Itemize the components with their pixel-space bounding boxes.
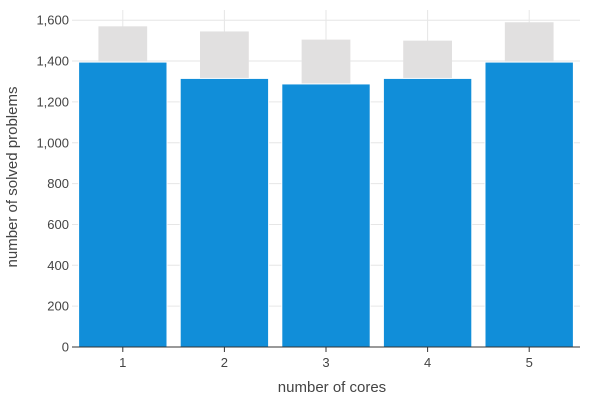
y-tick-label: 400 [47,258,69,273]
y-tick-label: 0 [62,340,69,355]
bar-front [281,83,371,348]
bar-front [484,61,574,348]
y-tick-label: 800 [47,176,69,191]
y-tick-label: 200 [47,299,69,314]
y-axis-ticks: 0 200 400 600 800 1,000 1,200 1,400 1,600 [36,13,69,355]
bar-front [382,77,473,348]
y-tick-label: 600 [47,217,69,232]
bars [78,22,574,348]
x-tick-label: 2 [221,355,228,370]
y-tick-label: 1,600 [36,13,69,28]
y-tick-label: 1,200 [36,94,69,109]
y-tick-label: 1,400 [36,54,69,69]
x-tick-label: 5 [526,355,533,370]
x-tick-label: 3 [322,355,329,370]
bar-front [78,61,168,348]
bar-front [179,77,270,348]
x-axis-ticks: 1 2 3 4 5 [119,347,533,370]
x-axis-title: number of cores [278,379,386,396]
y-tick-label: 1,000 [36,135,69,150]
x-tick-label: 1 [119,355,126,370]
x-tick-label: 4 [424,355,431,370]
y-axis-title: number of solved problems [4,87,21,268]
